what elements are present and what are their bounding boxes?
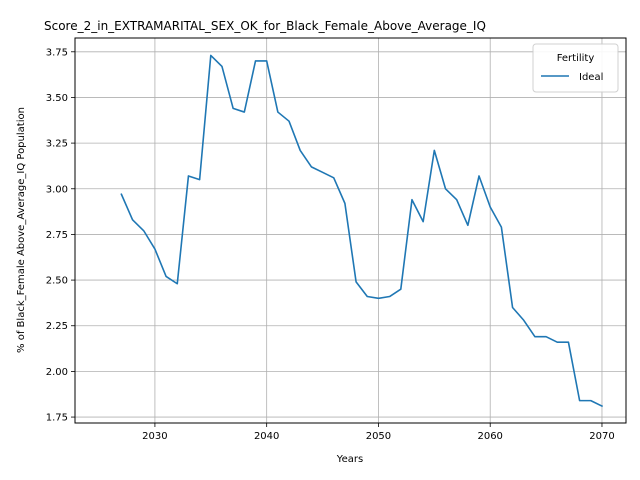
x-axis: 2030 2040 2050 2060 2070 [142,423,615,442]
x-axis-label: Years [336,454,363,465]
y-tick-label: 3.50 [46,93,68,104]
x-tick-label: 2060 [477,431,502,442]
legend-box [532,43,619,93]
y-tick-label: 3.00 [46,184,68,195]
y-tick-label: 2.75 [46,230,68,241]
legend-label-ideal: Ideal [579,72,603,83]
y-tick-label: 3.75 [46,47,68,58]
series-layer [120,54,604,408]
x-tick-label: 2030 [142,431,167,442]
y-tick-label: 2.00 [46,367,68,378]
plot-frame [74,37,627,424]
y-tick-label: 2.50 [46,276,68,287]
y-axis: 1.75 2.00 2.25 2.50 2.75 3.00 3.25 3.50 3.75 [46,47,75,424]
y-axis-label: % of Black_Female Above_Average_IQ Popul… [16,107,27,353]
chart-title: Score_2_in_EXTRAMARITAL_SEX_OK_for_Black… [44,19,486,33]
legend: Fertility Ideal [532,43,619,93]
x-tick-label: 2070 [589,431,614,442]
series-line-ideal [120,54,604,408]
legend-title: Fertility [557,53,595,64]
grid-lines [75,38,626,423]
y-tick-label: 2.25 [46,321,68,332]
y-tick-label: 1.75 [46,413,68,424]
x-tick-label: 2040 [254,431,279,442]
x-tick-label: 2050 [366,431,391,442]
y-tick-label: 3.25 [46,139,68,150]
